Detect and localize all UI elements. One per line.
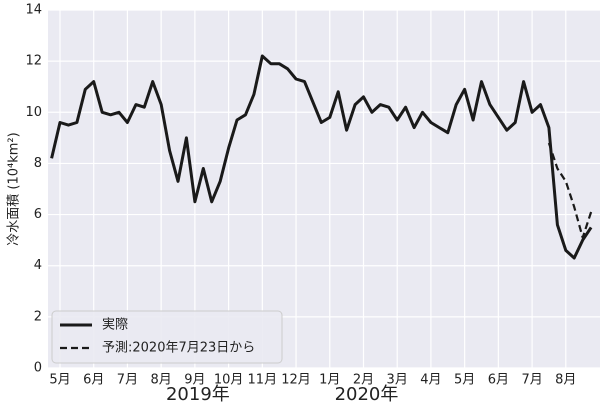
year-label: 2019年 — [166, 384, 230, 404]
x-tick-label: 7月 — [521, 373, 542, 388]
data-line — [547, 142, 593, 239]
legend-label: 予測:2020年7月23日から — [102, 341, 255, 356]
y-tick-label: 12 — [25, 54, 42, 69]
y-tick-label: 8 — [34, 156, 42, 171]
x-tick-label: 1月 — [319, 373, 340, 388]
x-tick-label: 6月 — [83, 373, 104, 388]
year-label: 2020年 — [335, 384, 399, 404]
y-tick-label: 10 — [25, 105, 42, 120]
y-axis-label: 冷水面積 (10⁴km²) — [7, 132, 22, 245]
y-tick-label: 0 — [34, 361, 42, 376]
x-tick-label: 6月 — [488, 373, 509, 388]
x-tick-label: 2月 — [353, 373, 374, 388]
x-tick-label: 8月 — [151, 373, 172, 388]
y-tick-label: 6 — [34, 207, 42, 222]
x-tick-label: 8月 — [555, 373, 576, 388]
y-tick-label: 4 — [34, 258, 42, 273]
x-tick-label: 9月 — [184, 373, 205, 388]
data-line — [50, 54, 593, 260]
legend-label: 実際 — [102, 317, 128, 333]
x-tick-label: 4月 — [420, 373, 441, 388]
x-tick-label: 7月 — [117, 373, 138, 388]
x-tick-label: 3月 — [387, 373, 408, 388]
legend-box — [51, 310, 283, 364]
x-tick-label: 5月 — [49, 373, 70, 388]
y-tick-label: 14 — [25, 3, 42, 18]
x-tick-label: 12月 — [281, 373, 311, 388]
x-tick-label: 10月 — [214, 373, 244, 388]
x-tick-label: 5月 — [454, 373, 475, 388]
y-tick-label: 2 — [34, 309, 42, 324]
x-tick-label: 11月 — [248, 373, 278, 388]
plot-area — [48, 10, 600, 368]
